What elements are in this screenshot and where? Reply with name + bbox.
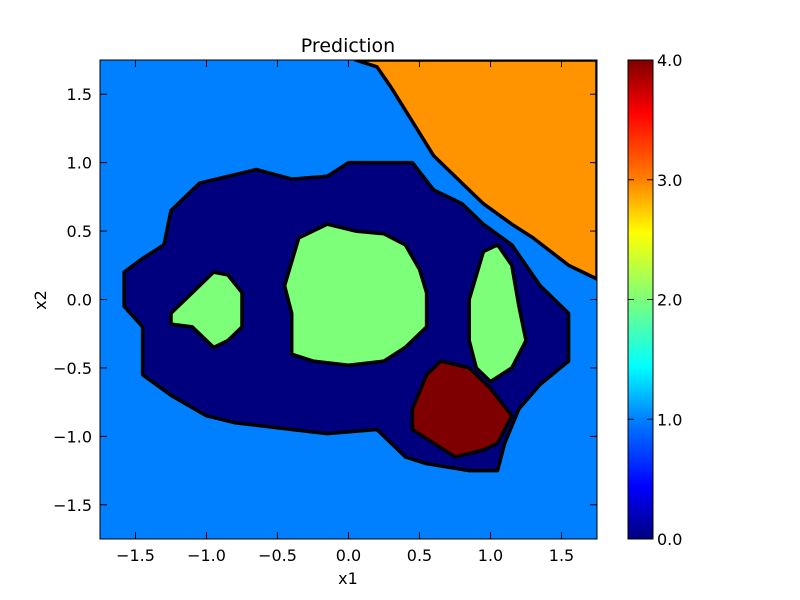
colorbar: 0.0 1.0 2.0 3.0 4.0: [627, 51, 682, 549]
x-tick-label: 1.5: [549, 546, 574, 565]
colorbar-tick-label: 4.0: [657, 51, 682, 70]
y-tick-label: −1.0: [53, 427, 92, 446]
region-layer: [122, 60, 597, 473]
x-tick-label: −1.0: [187, 546, 226, 565]
colorbar-tick-label: 2.0: [657, 291, 682, 310]
colorbar-tick-label: 0.0: [657, 530, 682, 549]
region-class-2: [169, 270, 244, 350]
colorbar-ticks: 0.0 1.0 2.0 3.0 4.0: [628, 51, 682, 549]
y-tick-label: 0.5: [67, 222, 92, 241]
y-tick-label: 1.0: [67, 154, 92, 173]
colorbar-tick-label: 1.0: [657, 410, 682, 429]
y-axis-label: x2: [31, 290, 50, 310]
y-tick-label: −0.5: [53, 359, 92, 378]
y-axis-ticks: −1.5 −1.0 −0.5 0.0 0.5 1.0 1.5: [53, 85, 597, 515]
colorbar-tick-label: 3.0: [657, 171, 682, 190]
y-tick-label: 1.5: [67, 85, 92, 104]
x-axis-ticks: −1.5 −1.0 −0.5 0.0 0.5 1.0 1.5: [116, 60, 574, 565]
region-class-2: [467, 243, 528, 384]
x-axis-label: x1: [338, 569, 358, 588]
region-class-4: [410, 359, 514, 459]
region-class-2: [282, 222, 429, 367]
region-class-3: [353, 60, 597, 281]
x-tick-label: 1.0: [478, 546, 503, 565]
x-tick-label: 0.5: [407, 546, 432, 565]
plot-area: [99, 59, 598, 540]
x-tick-label: −1.5: [116, 546, 155, 565]
y-tick-label: −1.5: [53, 496, 92, 515]
x-tick-label: 0.0: [336, 546, 361, 565]
chart-title: Prediction: [301, 35, 395, 57]
x-tick-label: −0.5: [258, 546, 297, 565]
y-tick-label: 0.0: [67, 291, 92, 310]
